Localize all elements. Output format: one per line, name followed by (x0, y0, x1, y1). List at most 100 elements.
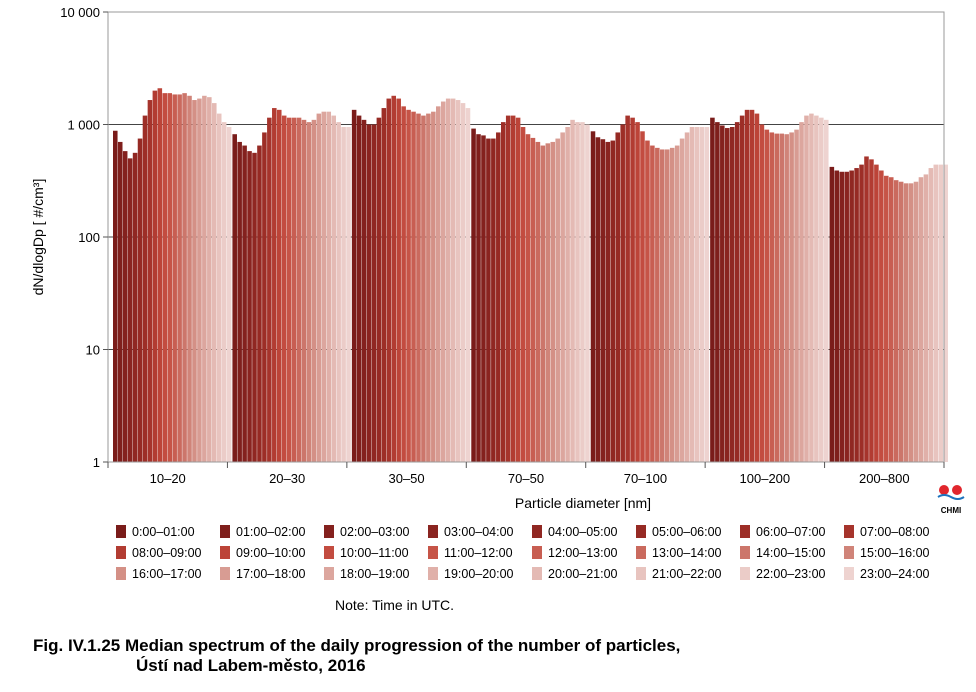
y-tick-labels: 1 10 100 1 000 10 000 (60, 5, 100, 470)
bar (301, 119, 307, 462)
legend-label: 21:00–22:00 (652, 566, 722, 581)
bar (819, 117, 824, 462)
bar (540, 145, 546, 462)
y-tick-label: 10 000 (60, 5, 100, 20)
bar (182, 93, 187, 462)
bar (560, 132, 565, 462)
legend-label: 05:00–06:00 (652, 524, 722, 539)
legend-item: 17:00–18:00 (220, 567, 324, 581)
legend-swatch (740, 546, 750, 559)
bar (590, 131, 596, 462)
bar (436, 106, 441, 462)
bar (306, 122, 312, 462)
bar (515, 117, 521, 462)
bar (888, 177, 894, 462)
bar (262, 132, 267, 462)
bar (486, 138, 491, 462)
bar (346, 127, 351, 462)
bar (724, 128, 730, 463)
legend-swatch (636, 567, 646, 580)
bar (122, 151, 128, 462)
bar (157, 88, 163, 462)
bar (674, 145, 680, 462)
bar (545, 143, 551, 462)
bar (232, 134, 237, 463)
bar (177, 94, 182, 463)
bar (440, 101, 446, 462)
bar (555, 138, 560, 462)
legend-item: 23:00–24:00 (844, 567, 948, 581)
legend-item: 11:00–12:00 (428, 546, 532, 560)
legend-label: 04:00–05:00 (548, 524, 618, 539)
bars (113, 88, 948, 463)
legend-swatch (220, 546, 230, 559)
caption-line-1: Fig. IV.1.25 Median spectrum of the dail… (33, 636, 681, 655)
legend-label: 16:00–17:00 (132, 566, 202, 581)
chmi-logo-icon (937, 485, 965, 500)
bar (272, 108, 277, 462)
bar (496, 132, 501, 462)
bar (520, 127, 526, 462)
bar (550, 141, 556, 463)
x-tick-label: 10–20 (150, 471, 186, 486)
x-axis-label: Particle diameter [nm] (515, 495, 651, 511)
bar (580, 122, 585, 462)
legend-label: 20:00–21:00 (548, 566, 618, 581)
bar (903, 183, 909, 462)
legend: 0:00–01:00 01:00–02:00 02:00–03:00 03:00–04… (116, 521, 966, 584)
bar (132, 152, 138, 462)
caption-line-2: Ústí nad Labem-město, 2016 (136, 656, 366, 675)
legend-swatch (636, 525, 646, 538)
legend-swatch (116, 525, 126, 538)
bar (754, 113, 760, 462)
y-tick-label: 10 (86, 343, 100, 358)
bar (117, 141, 123, 463)
bar (575, 122, 580, 462)
legend-label: 03:00–04:00 (444, 524, 514, 539)
bar (620, 124, 625, 462)
bar (844, 171, 849, 462)
bar (257, 145, 262, 462)
legend-label: 09:00–10:00 (236, 545, 306, 560)
bar (734, 122, 740, 462)
legend-swatch (532, 546, 542, 559)
legend-label: 08:00–09:00 (132, 545, 202, 560)
bar (729, 127, 735, 462)
bar (445, 98, 451, 462)
legend-item: 15:00–16:00 (844, 546, 948, 560)
bar (311, 119, 317, 462)
bar (615, 132, 621, 462)
bar (635, 122, 640, 462)
legend-swatch (220, 525, 230, 538)
legend-label: 14:00–15:00 (756, 545, 826, 560)
bar (431, 111, 436, 463)
bar (212, 103, 217, 463)
legend-swatch (324, 546, 334, 559)
bar (316, 113, 322, 462)
x-tick-labels: 10–20 20–30 30–50 70–50 70–100 100–200 200–800 (150, 471, 910, 486)
bar (898, 181, 904, 463)
bar (113, 130, 118, 462)
y-axis-label: dN/dlogDp [ #/cm³] (30, 179, 46, 296)
bar (710, 117, 715, 462)
bar (913, 181, 919, 463)
bar (481, 135, 486, 462)
bar (465, 108, 471, 462)
bar (774, 133, 780, 463)
bar (684, 132, 690, 462)
bar (326, 111, 332, 463)
bar (351, 109, 357, 462)
bar (799, 122, 804, 462)
bar (455, 100, 461, 463)
bar (884, 175, 889, 462)
bar (600, 139, 606, 462)
bar (281, 115, 287, 463)
legend-item: 12:00–13:00 (532, 546, 636, 560)
bar (650, 145, 655, 462)
bar (943, 164, 948, 462)
bar (630, 117, 635, 462)
legend-swatch (428, 525, 438, 538)
axes (103, 11, 945, 468)
bar (221, 122, 227, 462)
bar (938, 164, 944, 462)
